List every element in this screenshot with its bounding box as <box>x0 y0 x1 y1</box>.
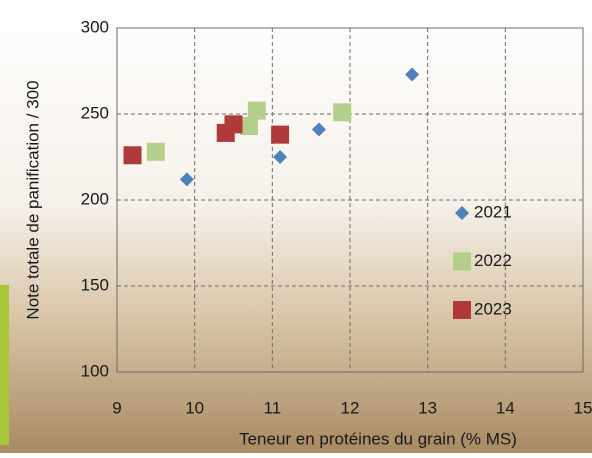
x-tick-label: 11 <box>264 398 282 417</box>
x-tick-label: 14 <box>496 398 515 417</box>
x-axis-label: Teneur en protéines du grain (% MS) <box>239 429 517 448</box>
square-point <box>224 115 243 134</box>
legend-marker <box>453 252 471 271</box>
legend-label: 2021 <box>474 202 512 221</box>
y-tick-label: 100 <box>81 361 109 380</box>
diamond-point <box>179 172 194 187</box>
x-tick-label: 10 <box>185 398 204 417</box>
x-tick-label: 13 <box>418 398 437 417</box>
square-point <box>240 117 259 136</box>
x-tick-label: 12 <box>341 398 360 417</box>
accent-bar <box>0 285 9 445</box>
x-tick-label: 15 <box>574 398 592 417</box>
y-tick-label: 250 <box>81 103 109 122</box>
square-point <box>123 146 142 165</box>
y-tick-label: 200 <box>81 189 109 208</box>
legend-marker <box>453 301 471 319</box>
y-tick-label: 150 <box>81 275 109 294</box>
legend-label: 2023 <box>474 299 512 318</box>
y-axis-label: Note totale de panification / 300 <box>23 80 42 319</box>
legend-label: 2022 <box>474 251 512 270</box>
diamond-point <box>311 122 326 137</box>
diamond-point <box>273 150 288 164</box>
square-point <box>333 103 352 122</box>
x-tick-label: 9 <box>112 398 121 417</box>
diamond-point <box>405 67 420 82</box>
y-tick-label: 300 <box>81 17 109 36</box>
legend-marker <box>455 206 469 220</box>
square-point <box>146 142 165 161</box>
square-point <box>271 125 290 144</box>
square-point <box>247 101 266 120</box>
